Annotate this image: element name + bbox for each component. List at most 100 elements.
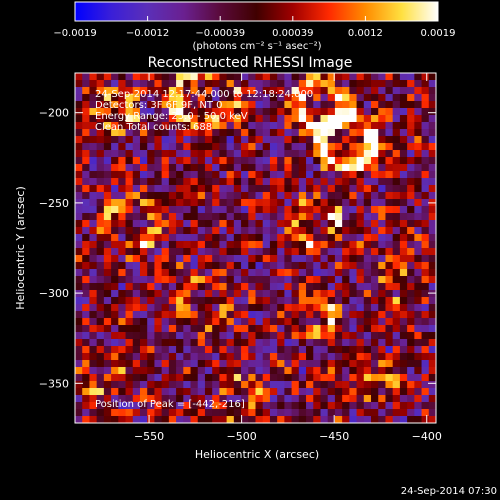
heatmap-cell (248, 360, 257, 368)
heatmap-cell (139, 290, 148, 298)
heatmap-cell (421, 122, 430, 130)
heatmap-cell (269, 332, 278, 340)
heatmap-cell (82, 80, 91, 88)
heatmap-cell (399, 290, 408, 298)
heatmap-cell (190, 157, 199, 165)
heatmap-cell (306, 185, 314, 193)
heatmap-cell (262, 346, 271, 354)
heatmap-cell (356, 87, 365, 95)
heatmap-cell (327, 283, 336, 291)
heatmap-cell (204, 227, 213, 235)
heatmap-cell (320, 360, 329, 368)
heatmap-cell (327, 374, 336, 382)
heatmap-cell (96, 332, 105, 340)
heatmap-cell (255, 325, 264, 333)
heatmap-cell (248, 101, 257, 109)
heatmap-cell (219, 227, 228, 235)
heatmap-cell (284, 213, 293, 221)
heatmap-cell (154, 157, 163, 165)
heatmap-cell (399, 311, 408, 319)
heatmap-cell (378, 101, 387, 109)
heatmap-cell (168, 262, 177, 270)
heatmap-cell (154, 353, 163, 361)
heatmap-cell (212, 192, 220, 200)
heatmap-cell (233, 115, 242, 123)
heatmap-cell (219, 311, 228, 319)
heatmap-cell (204, 157, 213, 165)
heatmap-cell (176, 332, 184, 340)
heatmap-cell (414, 171, 423, 179)
heatmap-cell (219, 374, 228, 382)
heatmap-cell (327, 346, 336, 354)
heatmap-cell (248, 80, 257, 88)
heatmap-cell (371, 108, 379, 116)
heatmap-cell (75, 164, 83, 172)
heatmap-cell (111, 325, 119, 333)
heatmap-cell (212, 178, 220, 186)
heatmap-cell (306, 122, 314, 130)
heatmap-cell (363, 248, 372, 256)
heatmap-cell (269, 80, 278, 88)
heatmap-cell (161, 367, 170, 375)
heatmap-cell (241, 185, 249, 193)
heatmap-cell (255, 248, 264, 256)
heatmap-cell (320, 374, 329, 382)
heatmap-cell (284, 311, 293, 319)
heatmap-cell (204, 416, 213, 423)
heatmap-cell (248, 318, 257, 326)
heatmap-cell (139, 283, 148, 291)
heatmap-cell (82, 178, 91, 186)
heatmap-cell (241, 220, 249, 228)
heatmap-cell (284, 409, 293, 417)
heatmap-cell (262, 409, 271, 417)
heatmap-cell (226, 276, 235, 284)
heatmap-cell (168, 108, 177, 116)
heatmap-cell (392, 150, 401, 158)
heatmap-cell (82, 318, 91, 326)
heatmap-cell (118, 290, 127, 298)
heatmap-cell (176, 241, 184, 249)
heatmap-cell (320, 213, 329, 221)
heatmap-cell (219, 213, 228, 221)
heatmap-cell (342, 178, 350, 186)
heatmap-cell (349, 332, 358, 340)
heatmap-cell (233, 108, 242, 116)
heatmap-cell (204, 192, 213, 200)
heatmap-cell (219, 283, 228, 291)
heatmap-cell (320, 87, 329, 95)
heatmap-cell (269, 227, 278, 235)
heatmap-cell (233, 241, 242, 249)
heatmap-cell (176, 122, 184, 130)
heatmap-cell (139, 129, 148, 137)
heatmap-cell (226, 374, 235, 382)
heatmap-cell (334, 108, 343, 116)
heatmap-cell (176, 381, 184, 389)
heatmap-cell (183, 241, 192, 249)
heatmap-cell (291, 122, 300, 130)
heatmap-cell (168, 164, 177, 172)
heatmap-cell (356, 367, 365, 375)
heatmap-cell (262, 213, 271, 221)
heatmap-cell (161, 255, 170, 263)
heatmap-cell (139, 367, 148, 375)
heatmap-cell (277, 171, 285, 179)
heatmap-cell (111, 283, 119, 291)
heatmap-cell (75, 227, 83, 235)
heatmap-cell (399, 129, 408, 137)
heatmap-cell (291, 276, 300, 284)
heatmap-cell (111, 178, 119, 186)
heatmap-cell (378, 122, 387, 130)
heatmap-cell (226, 311, 235, 319)
heatmap-cell (176, 311, 184, 319)
heatmap-cell (176, 248, 184, 256)
heatmap-cell (82, 388, 91, 396)
heatmap-cell (190, 374, 199, 382)
heatmap-cell (125, 192, 134, 200)
heatmap-cell (269, 101, 278, 109)
heatmap-cell (414, 213, 423, 221)
heatmap-cell (219, 157, 228, 165)
heatmap-cell (356, 241, 365, 249)
heatmap-cell (306, 395, 314, 403)
heatmap-cell (111, 241, 119, 249)
heatmap-cell (378, 388, 387, 396)
